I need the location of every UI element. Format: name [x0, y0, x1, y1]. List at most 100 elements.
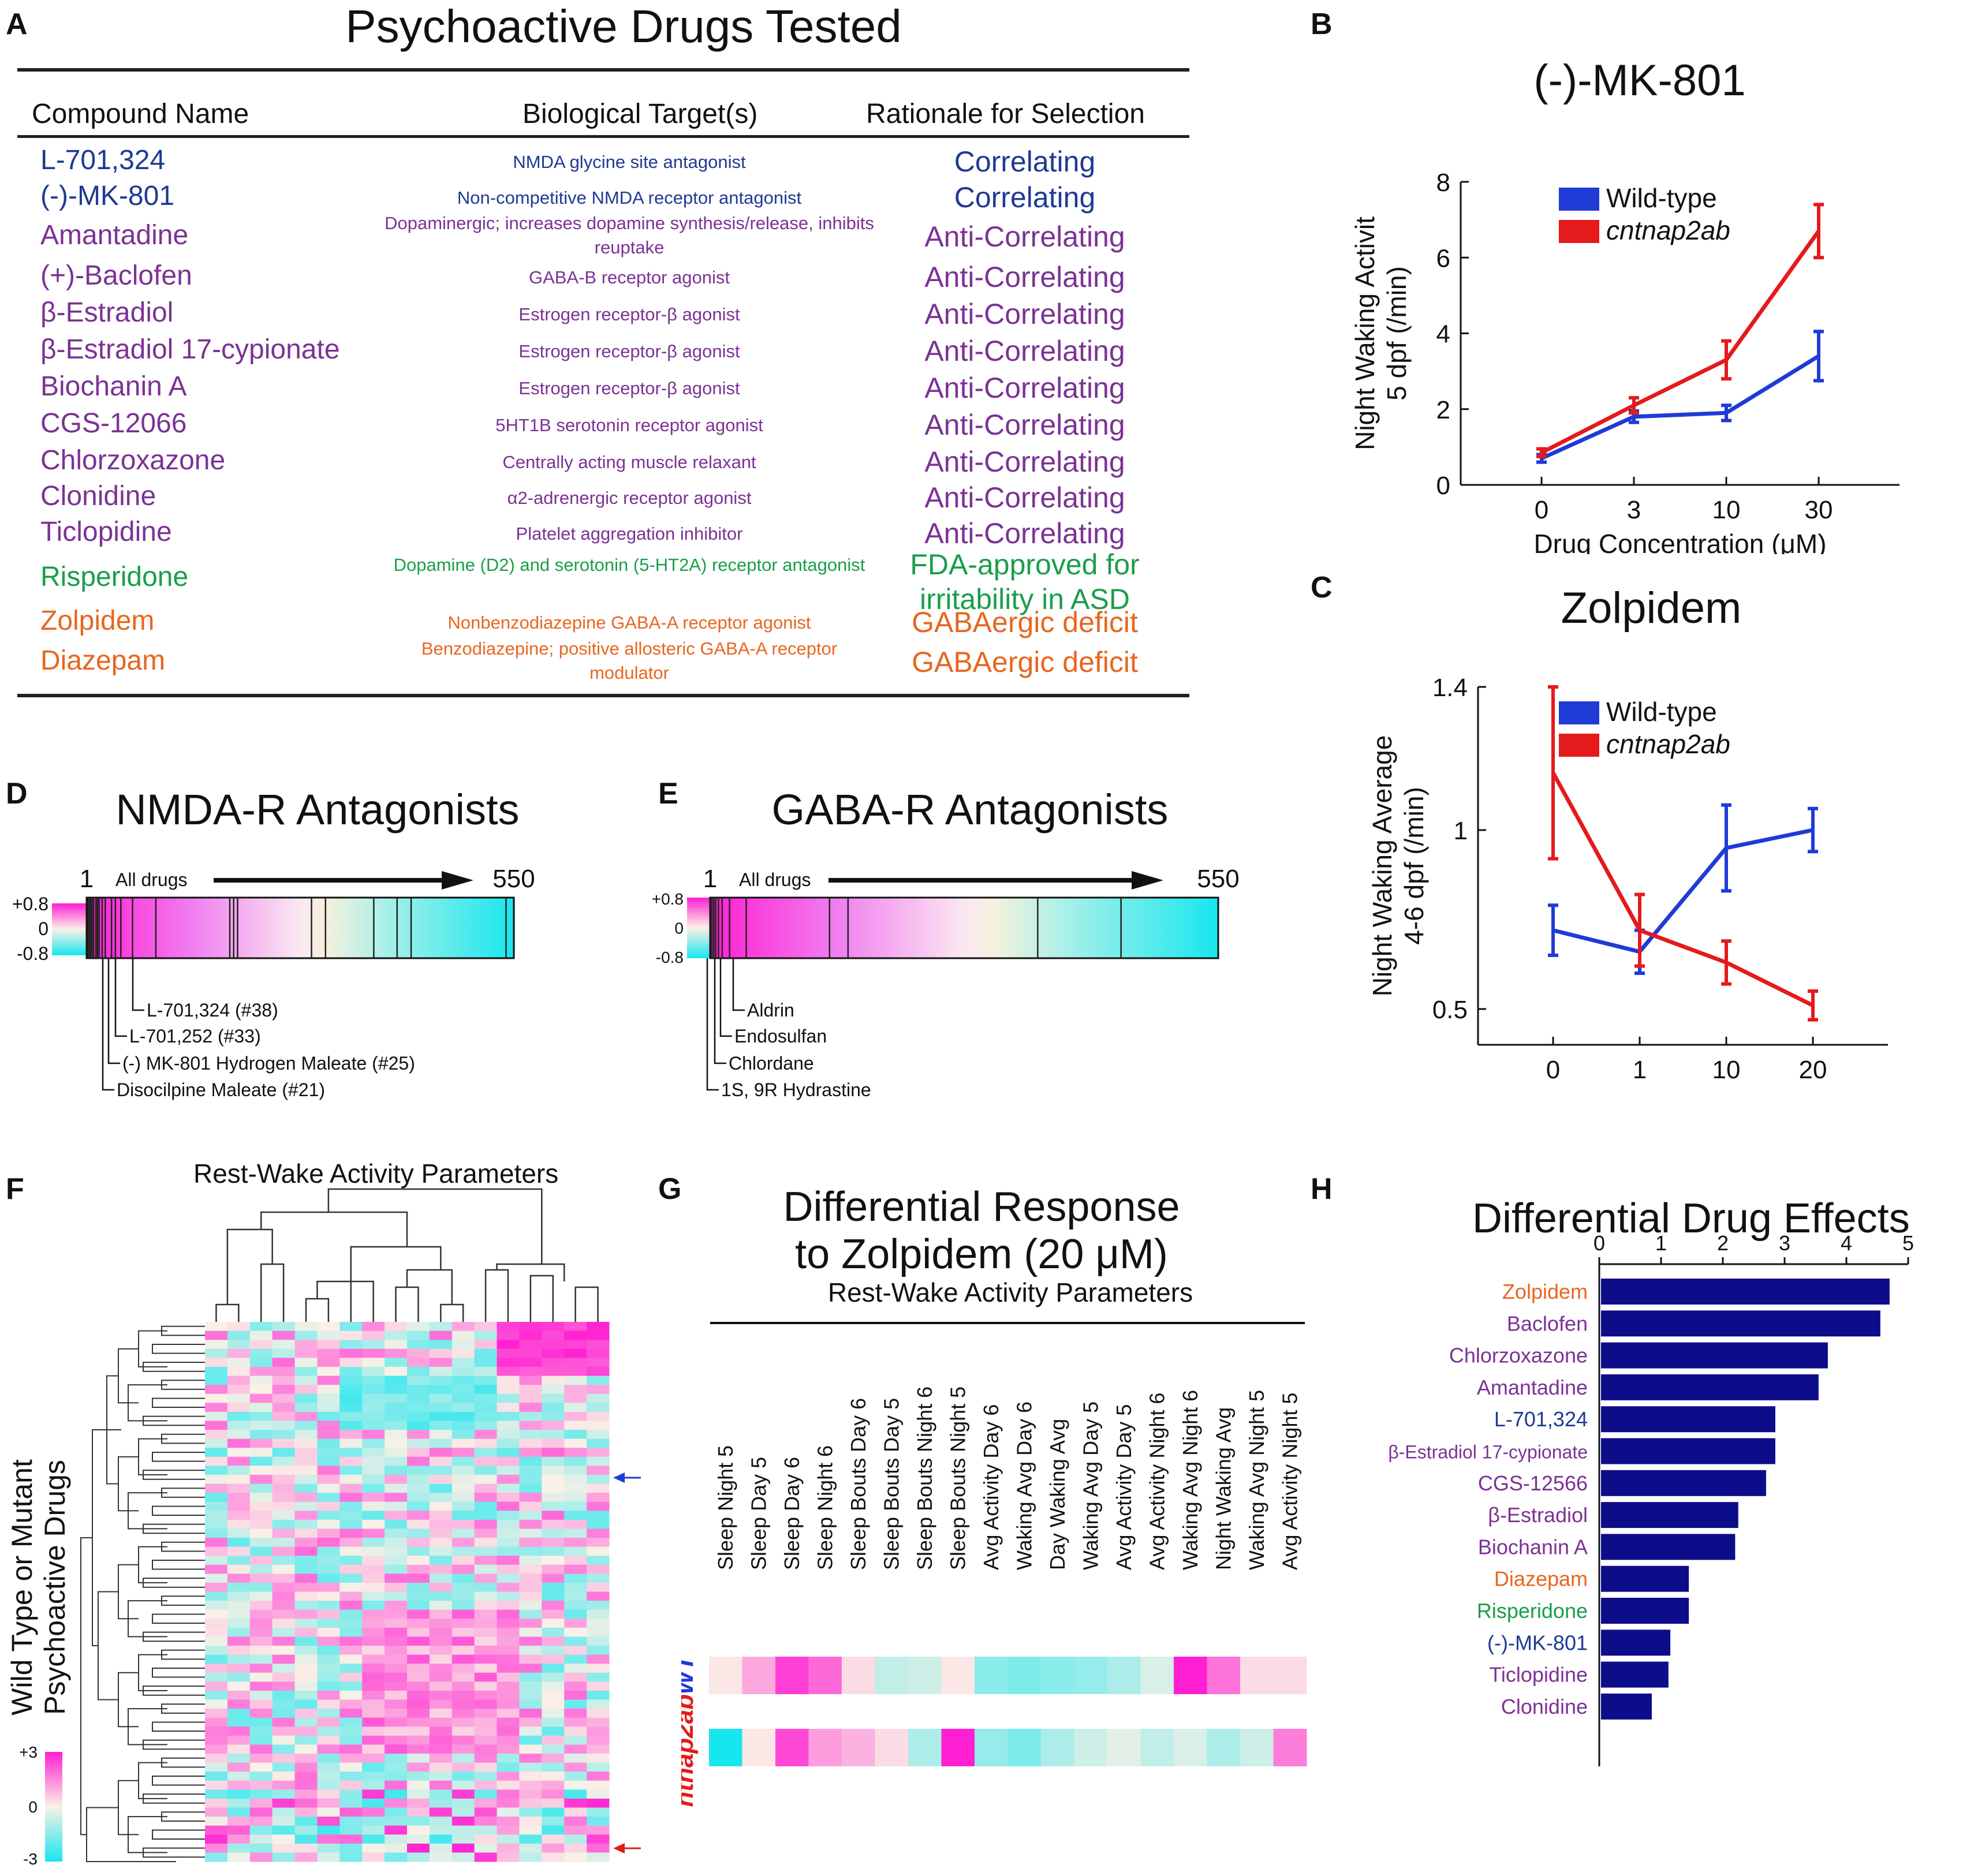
heatmap-cell	[474, 1591, 498, 1601]
bar-label: β-Estradiol 17-cypionate	[1388, 1442, 1588, 1463]
heatmap-cell	[407, 1403, 430, 1412]
heatmap-cell	[407, 1448, 430, 1458]
callout-label: Endosulfan	[734, 1026, 827, 1047]
biological-target: NMDA glycine site antagonist	[513, 152, 746, 172]
heatmap-cell	[519, 1556, 542, 1565]
heatmap-cell	[227, 1421, 251, 1430]
heatmap-cell	[519, 1393, 542, 1403]
x-tick-label: 2	[1717, 1231, 1729, 1255]
biological-target: α2-adrenergic receptor agonist	[507, 488, 752, 508]
heatmap-cell	[587, 1501, 610, 1511]
heatmap-cell	[339, 1852, 363, 1862]
heatmap-cell	[451, 1511, 475, 1520]
heatmap-cell	[451, 1709, 475, 1718]
heatmap-cell	[227, 1834, 251, 1844]
nmda-rank-bar: +0.8 0 -0.8 1 550 All drugs L-701,324 (#38) L-7…	[12, 865, 535, 1100]
heatmap-cell	[497, 1466, 520, 1475]
table-row: Risperidone Dopamine (D2) and serotonin (…	[0, 548, 1189, 615]
selection-rationale: Anti-Correlating	[924, 261, 1125, 293]
heatmap-cell	[542, 1609, 565, 1619]
scale-max: +0.8	[12, 894, 48, 914]
bar	[1601, 1661, 1669, 1688]
table-row: Diazepam Benzodiazepine; positive alloste…	[0, 638, 1189, 683]
heatmap-cell	[587, 1735, 610, 1745]
heatmap-cell	[474, 1619, 498, 1628]
heatmap-cell	[294, 1772, 318, 1781]
heatmap-cell	[362, 1556, 385, 1565]
heatmap-cell	[542, 1546, 565, 1556]
selection-rationale: FDA-approved for irritability in ASD	[910, 548, 1140, 615]
heatmap-cell	[407, 1798, 430, 1808]
selection-rationale: Anti-Correlating	[924, 409, 1125, 441]
heatmap-cell	[407, 1754, 430, 1763]
heatmap-cell	[272, 1601, 296, 1610]
heatmap-cell	[317, 1529, 340, 1538]
heatmap-cell	[294, 1627, 318, 1637]
heatmap-cell	[564, 1511, 587, 1520]
scale-min: -3	[23, 1850, 38, 1868]
heatmap-cell	[407, 1430, 430, 1440]
heatmap-cell	[407, 1843, 430, 1853]
heatmap-cell	[542, 1681, 565, 1691]
heatmap-cell	[205, 1681, 228, 1691]
heatmap-cell	[564, 1754, 587, 1763]
heatmap-cell	[227, 1529, 251, 1538]
heatmap-cell	[407, 1564, 430, 1574]
heatmap-cell	[249, 1511, 273, 1520]
heatmap-cell	[294, 1393, 318, 1403]
heatmap-cell	[587, 1619, 610, 1628]
heatmap-cell	[941, 1657, 975, 1694]
bar-label: Baclofen	[1507, 1311, 1588, 1335]
heatmap-cell	[294, 1340, 318, 1350]
heatmap-cell	[542, 1699, 565, 1709]
heatmap-cell	[205, 1699, 228, 1709]
heatmap-cell	[385, 1646, 408, 1655]
compound-name: CGS-12066	[40, 408, 187, 439]
heatmap-cell	[385, 1393, 408, 1403]
heatmap-cell	[205, 1556, 228, 1565]
panel-d: NMDA-R Antagonists +0.8 0 -0.8 1 550 All drug…	[0, 773, 635, 1100]
bar	[1601, 1598, 1689, 1624]
heatmap-cell	[249, 1438, 273, 1448]
heatmap-cell	[227, 1331, 251, 1340]
y-axis-label: Psychoactive Drugs	[39, 1460, 71, 1715]
parameter-label: Waking Avg Day 6	[1012, 1402, 1036, 1570]
biological-target: Centrally acting muscle relaxant	[502, 452, 756, 472]
table-row: Clonidine α2-adrenergic receptor agonist A…	[0, 479, 1189, 514]
heatmap-cell	[564, 1430, 587, 1440]
biological-target: Estrogen receptor-β agonist	[518, 341, 740, 361]
heatmap-cell	[474, 1636, 498, 1646]
heatmap-cell	[249, 1654, 273, 1664]
bar-label: CGS-12566	[1478, 1471, 1588, 1495]
compound-name: L-701,324	[40, 145, 166, 175]
heatmap-cell	[339, 1601, 363, 1610]
heatmap-cell	[564, 1709, 587, 1718]
heatmap-cell	[317, 1754, 340, 1763]
heatmap-cell	[362, 1717, 385, 1727]
heatmap-cell	[227, 1852, 251, 1862]
heatmap-cell	[587, 1519, 610, 1529]
heatmap-cell	[362, 1366, 385, 1376]
heatmap-cell	[362, 1493, 385, 1503]
bar	[1601, 1279, 1890, 1305]
heatmap-cell	[451, 1852, 475, 1862]
heatmap-cell	[227, 1546, 251, 1556]
heatmap-cell	[272, 1556, 296, 1565]
heatmap-cell	[429, 1780, 453, 1790]
heatmap-cell	[249, 1538, 273, 1548]
heatmap-cell	[227, 1681, 251, 1691]
heatmap-cell	[542, 1474, 565, 1484]
heatmap-cell	[227, 1798, 251, 1808]
heatmap-cell	[294, 1546, 318, 1556]
heatmap-cell	[339, 1646, 363, 1655]
heatmap-cell	[451, 1754, 475, 1763]
heatmap-cell	[451, 1493, 475, 1503]
heatmap-cell	[249, 1582, 273, 1592]
heatmap-cell	[1041, 1657, 1074, 1694]
heatmap-cell	[564, 1376, 587, 1385]
heatmap-cell	[709, 1657, 742, 1694]
scale-mid: 0	[28, 1798, 38, 1816]
legend-label: cntnap2ab	[1606, 215, 1730, 245]
heatmap-cell	[339, 1619, 363, 1628]
bar-label: Clonidine	[1501, 1695, 1588, 1718]
